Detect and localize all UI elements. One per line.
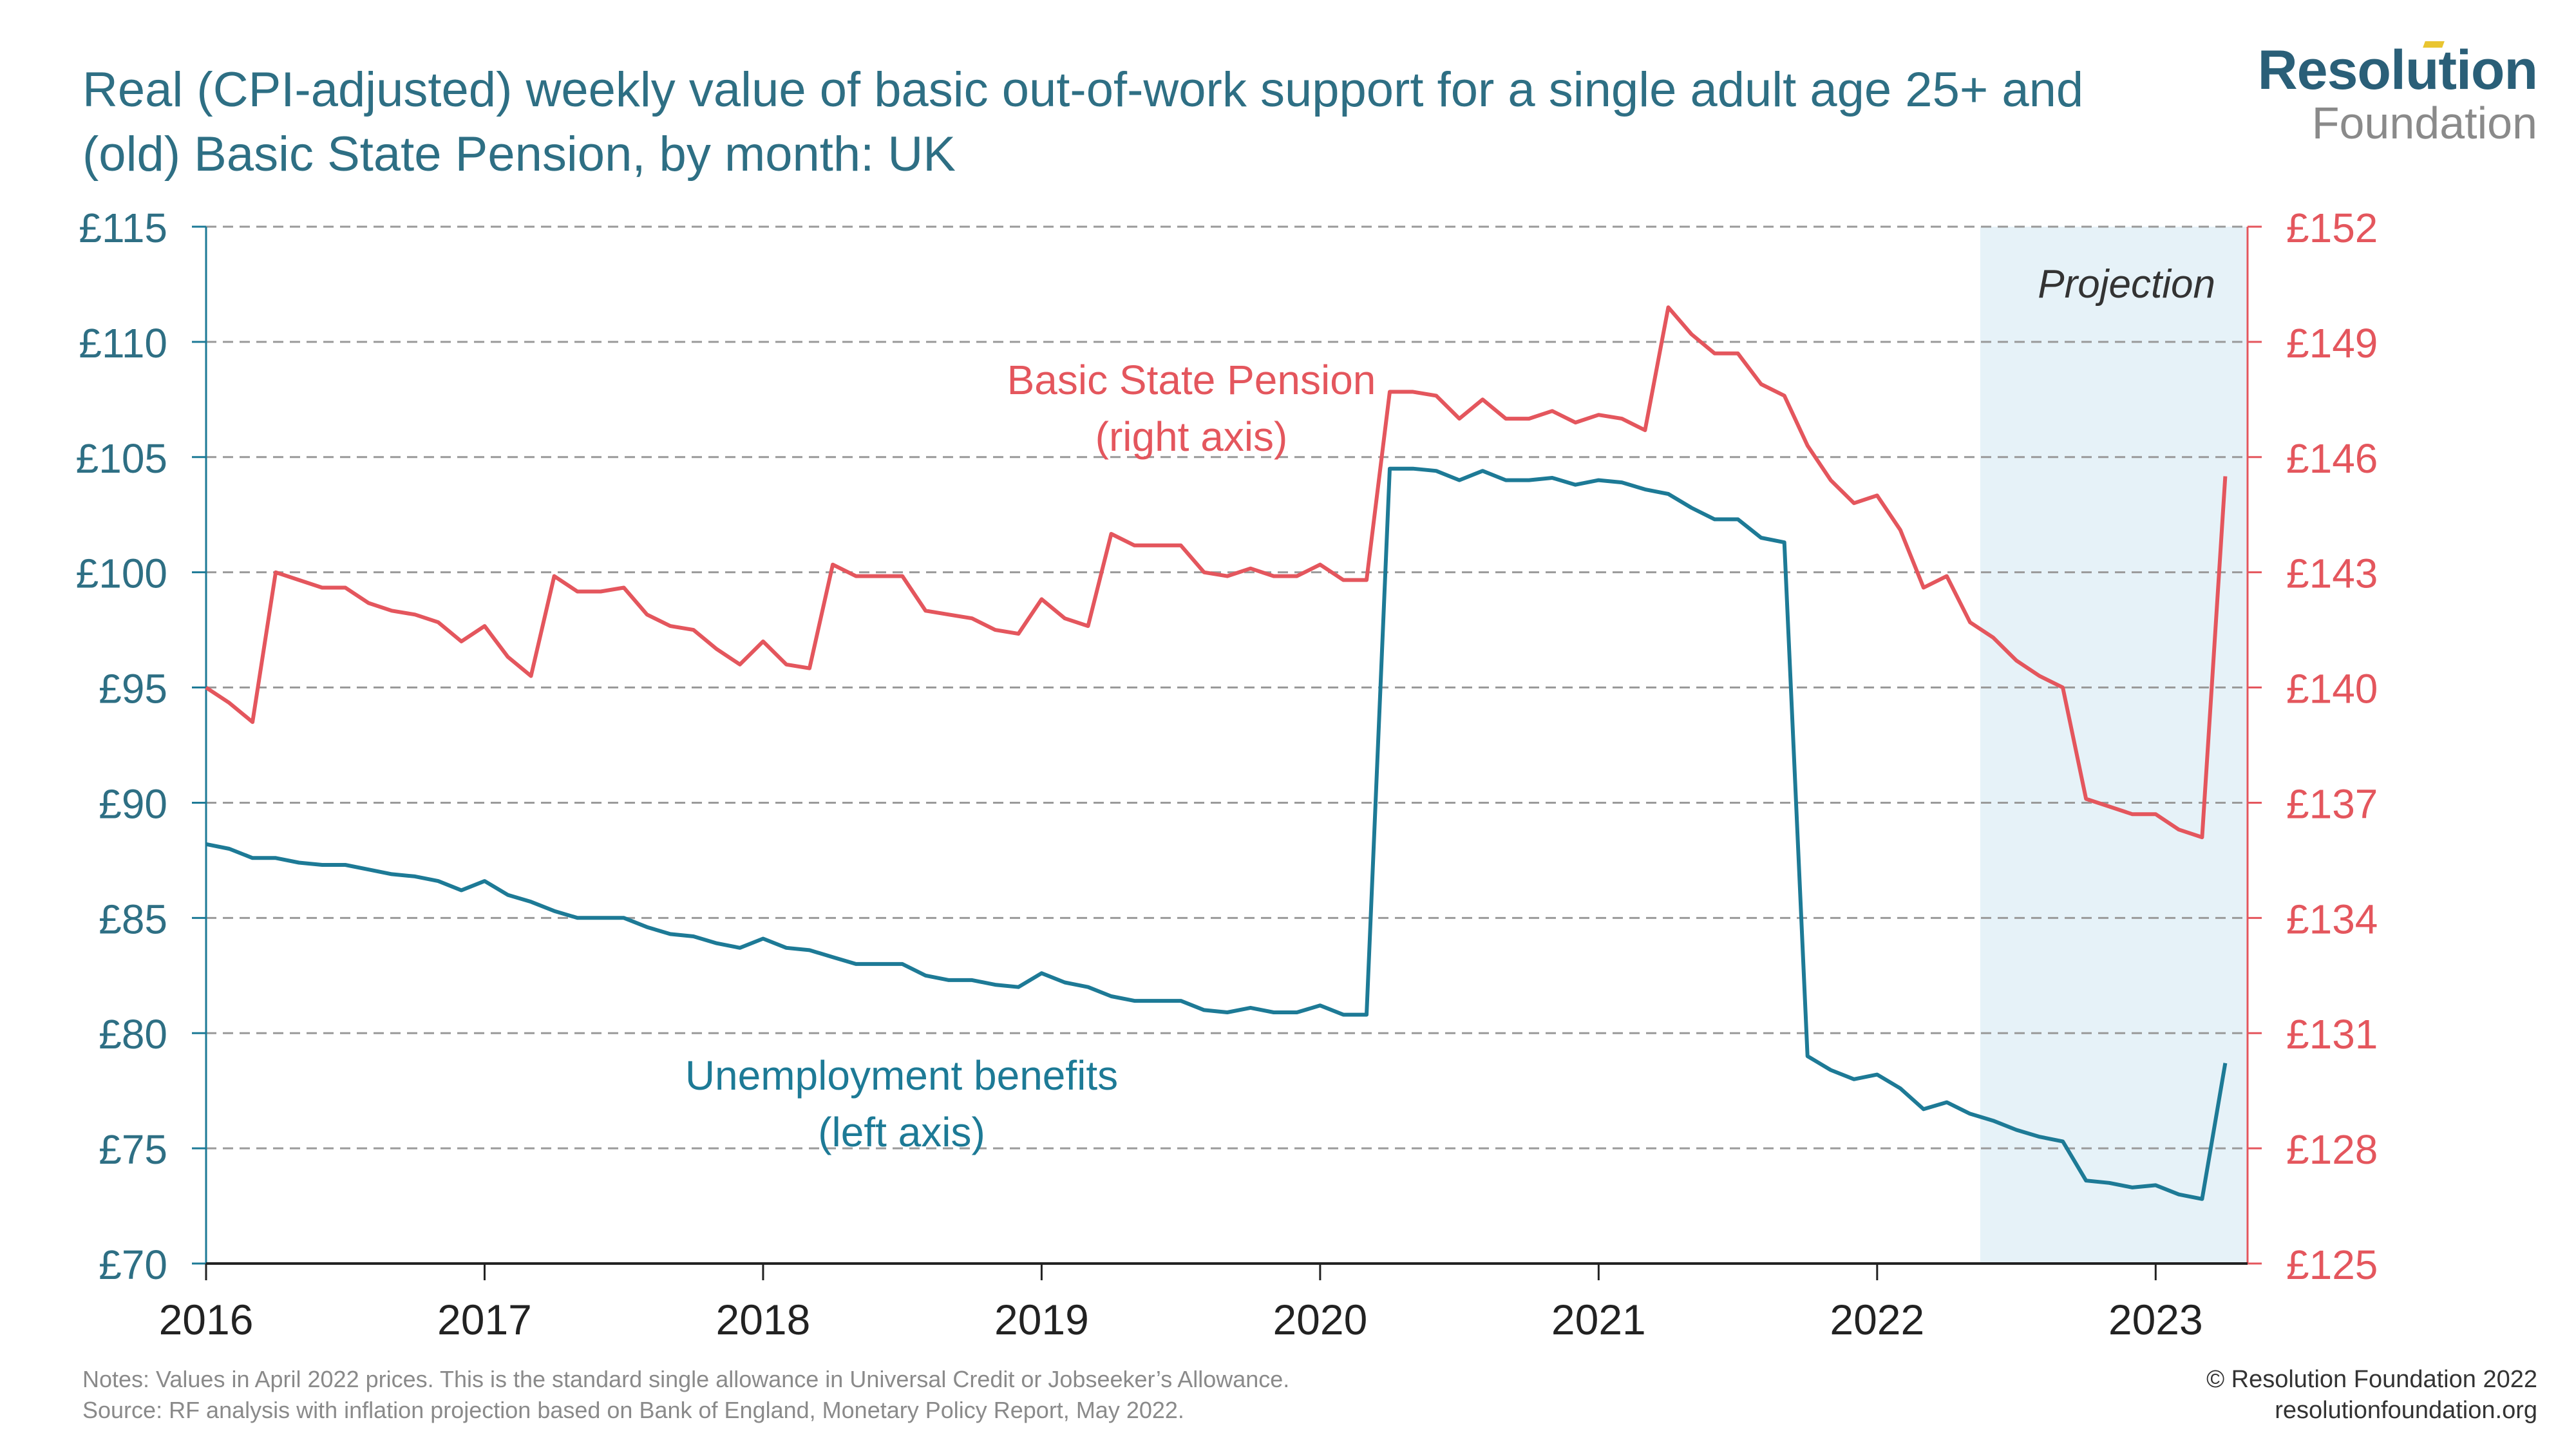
right-tick-label: £134 xyxy=(2286,896,2378,942)
gridlines xyxy=(206,225,2248,1150)
x-tick-label: 2020 xyxy=(1273,1296,1367,1343)
series-lines xyxy=(205,305,2228,1201)
right-tick-label: £143 xyxy=(2286,551,2378,597)
right-tick-label: £152 xyxy=(2286,205,2378,251)
x-tick-label: 2021 xyxy=(1551,1296,1646,1343)
left-tick-label: £75 xyxy=(99,1126,167,1173)
unemployment-annotation: Unemployment benefits xyxy=(685,1052,1118,1099)
right-tick-label: £137 xyxy=(2286,781,2378,827)
right-tick-label: £146 xyxy=(2286,435,2378,482)
website-text: resolutionfoundation.org xyxy=(2275,1397,2537,1424)
x-tick-label: 2022 xyxy=(1830,1296,1924,1343)
left-tick-label: £105 xyxy=(76,435,167,482)
copyright-block: © Resolution Foundation 2022 resolutionf… xyxy=(2206,1364,2537,1426)
chart-notes: Notes: Values in April 2022 prices. This… xyxy=(82,1364,1289,1426)
unemployment-benefits-line xyxy=(205,466,2228,1201)
right-tick-label: £131 xyxy=(2286,1011,2378,1057)
left-tick-label: £115 xyxy=(79,205,167,251)
left-tick-label: £90 xyxy=(99,781,167,827)
pension-annotation: (right axis) xyxy=(1095,413,1288,460)
projection-shade xyxy=(1980,227,2248,1264)
left-tick-label: £100 xyxy=(76,551,167,597)
basic-state-pension-line xyxy=(205,305,2228,840)
x-tick-label: 2019 xyxy=(994,1296,1089,1343)
right-tick-label: £140 xyxy=(2286,666,2378,712)
axes: £70 £75 £80 £85 £90 £95 £100 £105 £110 £115 £125 £1… xyxy=(76,205,2378,1343)
unemployment-annotation: (left axis) xyxy=(818,1109,985,1155)
left-tick-label: £70 xyxy=(99,1242,167,1288)
right-tick-label: £125 xyxy=(2286,1242,2378,1288)
projection-label: Projection xyxy=(2038,262,2215,307)
left-tick-label: £85 xyxy=(99,896,167,942)
source-line: Source: RF analysis with inflation proje… xyxy=(82,1397,1184,1423)
left-tick-label: £110 xyxy=(79,320,167,366)
logo-line-2: Foundation xyxy=(2311,98,2537,148)
right-tick-label: £128 xyxy=(2286,1126,2378,1173)
pension-annotation: Basic State Pension xyxy=(1007,357,1376,403)
left-tick-label: £95 xyxy=(99,666,167,712)
copyright-text: © Resolution Foundation 2022 xyxy=(2206,1366,2537,1393)
right-tick-label: £149 xyxy=(2286,320,2378,366)
x-tick-label: 2016 xyxy=(159,1296,254,1343)
resolution-foundation-logo: Resolution Foundation xyxy=(2257,39,2538,148)
x-tick-label: 2017 xyxy=(437,1296,532,1343)
annotations: Basic State Pension (right axis) Unemploym… xyxy=(685,357,1376,1155)
chart-title: Real (CPI-adjusted) weekly value of basi… xyxy=(82,62,2084,182)
x-tick-label: 2018 xyxy=(716,1296,811,1343)
projection-region: Projection xyxy=(1980,227,2248,1264)
left-tick-label: £80 xyxy=(99,1011,167,1057)
x-tick-label: 2023 xyxy=(2108,1296,2203,1343)
notes-line: Notes: Values in April 2022 prices. This… xyxy=(82,1366,1290,1392)
logo-line-1: Resolution xyxy=(2257,39,2538,101)
